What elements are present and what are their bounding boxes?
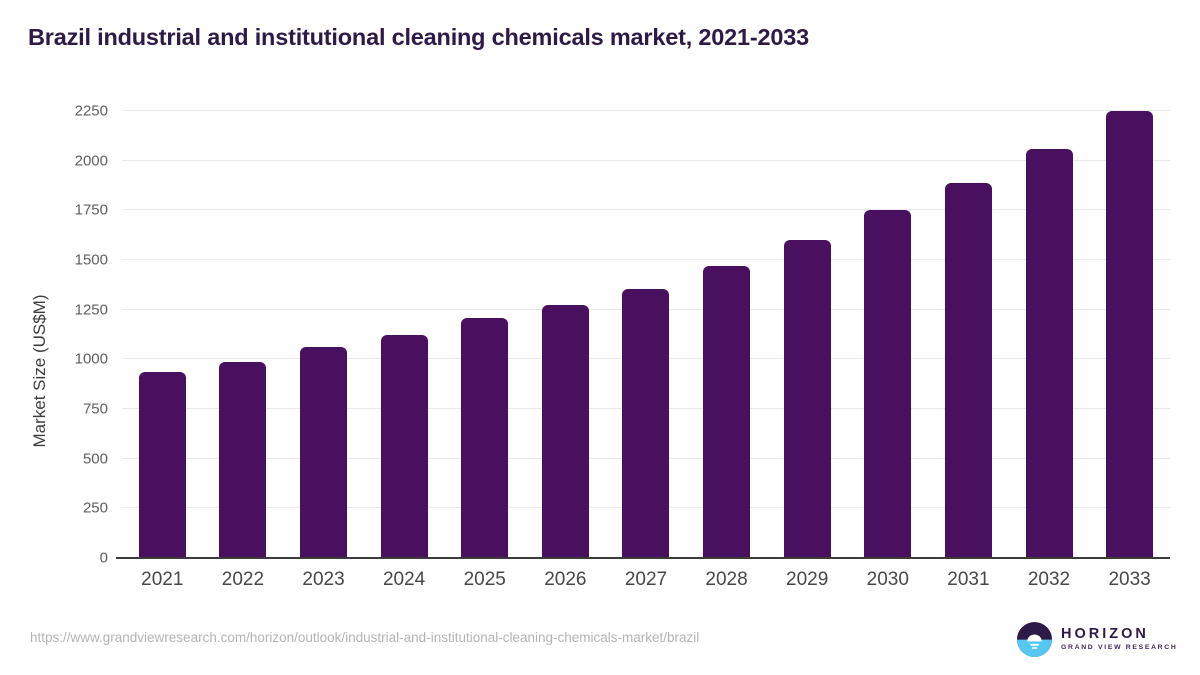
plot-area bbox=[116, 110, 1170, 559]
bar-slot bbox=[928, 111, 1009, 558]
bar-slot bbox=[444, 111, 525, 558]
bar-slot bbox=[364, 111, 445, 558]
bar-slot bbox=[767, 111, 848, 558]
x-axis-label-2023: 2023 bbox=[302, 569, 345, 590]
bar-slot bbox=[525, 111, 606, 558]
bar-2026[interactable] bbox=[541, 304, 589, 558]
x-axis-label-2033: 2033 bbox=[1108, 569, 1151, 590]
bar-2028[interactable] bbox=[703, 265, 751, 558]
bar-slot bbox=[1009, 111, 1090, 558]
bar-2030[interactable] bbox=[864, 210, 912, 558]
x-axis-labels: 2021 2022 2023 2024 2025 2026 2027 2028 2029 2030… bbox=[122, 569, 1170, 592]
gridline bbox=[122, 259, 1170, 261]
bars bbox=[122, 111, 1170, 558]
horizon-logo[interactable]: HORIZON GRAND VIEW RESEARCH bbox=[1017, 622, 1178, 657]
bar-slot bbox=[606, 111, 687, 558]
x-axis-label-2022: 2022 bbox=[221, 569, 265, 590]
chart-title: Brazil industrial and institutional clea… bbox=[28, 24, 809, 50]
bar-2022[interactable] bbox=[219, 362, 267, 558]
bar-2024[interactable] bbox=[380, 334, 428, 558]
bar-2025[interactable] bbox=[461, 317, 509, 558]
bar-slot bbox=[847, 111, 928, 558]
y-axis-tick-label: 500 bbox=[82, 450, 108, 468]
bar-slot bbox=[203, 111, 284, 558]
bar-slot bbox=[1089, 111, 1170, 558]
y-axis-tick-label: 2250 bbox=[74, 102, 108, 120]
gridline bbox=[122, 159, 1170, 161]
bar-slot bbox=[283, 111, 364, 558]
x-axis-label-2030: 2030 bbox=[866, 569, 909, 590]
y-axis-tick-label: 1750 bbox=[74, 201, 108, 219]
logo-text: HORIZON GRAND VIEW RESEARCH bbox=[1061, 627, 1178, 651]
bar-2021[interactable] bbox=[138, 372, 186, 558]
y-axis-tick-label: 250 bbox=[82, 499, 108, 517]
x-axis-label-2024: 2024 bbox=[382, 569, 426, 590]
bar-slot bbox=[122, 111, 203, 558]
horizon-logo-icon bbox=[1017, 622, 1052, 657]
x-axis-label-2032: 2032 bbox=[1027, 569, 1071, 590]
bar-2032[interactable] bbox=[1025, 148, 1073, 558]
x-axis-line bbox=[116, 557, 1170, 559]
bar-slot bbox=[686, 111, 767, 558]
y-axis-tick-label: 2000 bbox=[74, 152, 108, 170]
logo-subtitle: GRAND VIEW RESEARCH bbox=[1061, 643, 1178, 651]
bar-2029[interactable] bbox=[783, 240, 831, 558]
source-url: https://www.grandviewresearch.com/horizo… bbox=[30, 630, 700, 645]
y-axis-tick-label: 1250 bbox=[74, 301, 108, 319]
logo-name: HORIZON bbox=[1061, 626, 1149, 643]
bar-2027[interactable] bbox=[622, 288, 670, 558]
x-axis-label-2025: 2025 bbox=[463, 569, 506, 590]
bar-2033[interactable] bbox=[1106, 111, 1154, 558]
x-axis-label-2029: 2029 bbox=[786, 569, 829, 590]
y-axis-tick-label: 0 bbox=[99, 549, 108, 567]
x-axis-label-2027: 2027 bbox=[624, 569, 668, 590]
y-axis-tick-labels: 0 250 500 750 1000 1250 1500 1750 2000 2250 bbox=[38, 104, 108, 566]
x-axis-label-2021: 2021 bbox=[141, 569, 184, 590]
bar-2031[interactable] bbox=[944, 182, 992, 558]
bar-2023[interactable] bbox=[300, 347, 348, 558]
y-axis-tick-label: 750 bbox=[82, 400, 108, 418]
gridline bbox=[122, 110, 1170, 111]
x-axis-label-2026: 2026 bbox=[544, 569, 587, 590]
x-axis-label-2028: 2028 bbox=[705, 569, 748, 590]
gridline bbox=[122, 209, 1170, 211]
x-axis-label-2031: 2031 bbox=[947, 569, 990, 590]
y-axis-tick-label: 1000 bbox=[74, 350, 108, 368]
y-axis-tick-label: 1500 bbox=[74, 251, 108, 269]
